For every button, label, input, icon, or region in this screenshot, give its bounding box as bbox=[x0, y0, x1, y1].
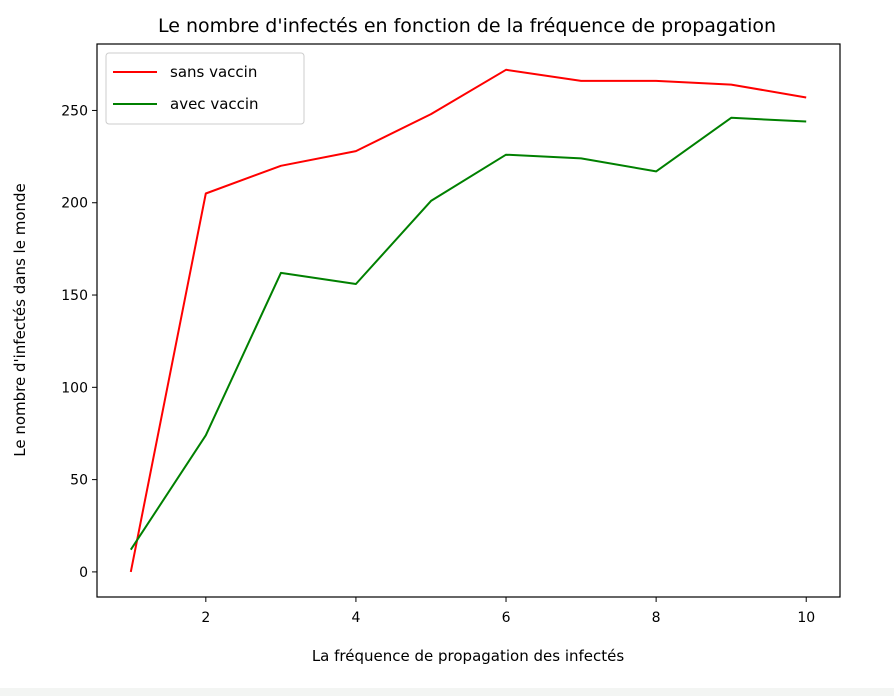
x-tick-label: 8 bbox=[652, 610, 661, 626]
series-group bbox=[129, 68, 807, 573]
y-tick-label: 250 bbox=[61, 103, 88, 119]
chart-title: Le nombre d'infectés en fonction de la f… bbox=[158, 15, 776, 37]
y-tick-label: 50 bbox=[70, 473, 88, 489]
x-axis-label: La fréquence de propagation des infectés bbox=[312, 647, 625, 665]
series-line-sans-vaccin bbox=[129, 68, 807, 573]
x-tick-label: 4 bbox=[351, 610, 360, 626]
x-tick-label: 6 bbox=[502, 610, 511, 626]
x-tick-label: 2 bbox=[201, 610, 210, 626]
legend: sans vaccin avec vaccin bbox=[105, 52, 305, 125]
x-tick-label: 10 bbox=[797, 610, 815, 626]
legend-entry-label: sans vaccin bbox=[170, 63, 257, 81]
y-tick-label: 200 bbox=[61, 196, 88, 212]
x-axis: 2 4 6 8 10 bbox=[201, 597, 815, 626]
legend-entry-label: avec vaccin bbox=[170, 95, 259, 113]
plot-area bbox=[96, 43, 841, 598]
y-tick-label: 100 bbox=[61, 380, 88, 396]
series-line-avec-vaccin bbox=[129, 116, 807, 551]
y-tick-label: 0 bbox=[79, 565, 88, 581]
y-axis-label: Le nombre d'infectés dans le monde bbox=[11, 183, 29, 457]
y-tick-label: 150 bbox=[61, 288, 88, 304]
y-axis: 0 50 100 150 200 250 bbox=[61, 103, 97, 581]
legend-box bbox=[105, 52, 305, 125]
page-bottom-strip bbox=[0, 688, 894, 696]
